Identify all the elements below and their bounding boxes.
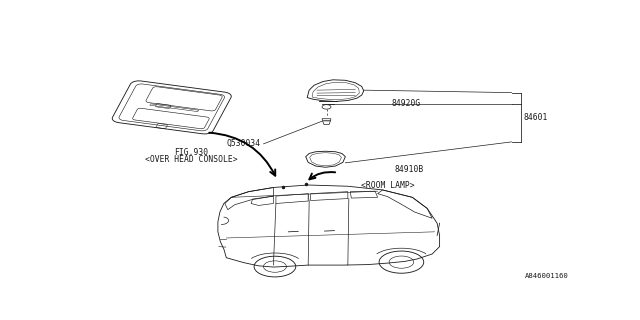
Text: Q530034: Q530034 [227, 139, 261, 148]
Text: <OVER HEAD CONSOLE>: <OVER HEAD CONSOLE> [145, 155, 238, 164]
Text: 84920G: 84920G [392, 99, 420, 108]
Text: <ROOM LAMP>: <ROOM LAMP> [361, 180, 414, 189]
FancyArrowPatch shape [309, 172, 335, 179]
FancyArrowPatch shape [209, 133, 275, 176]
Text: 84910B: 84910B [395, 165, 424, 174]
Text: 84601: 84601 [524, 113, 548, 122]
Text: FIG.930: FIG.930 [175, 148, 209, 157]
Text: A846001160: A846001160 [525, 273, 568, 279]
